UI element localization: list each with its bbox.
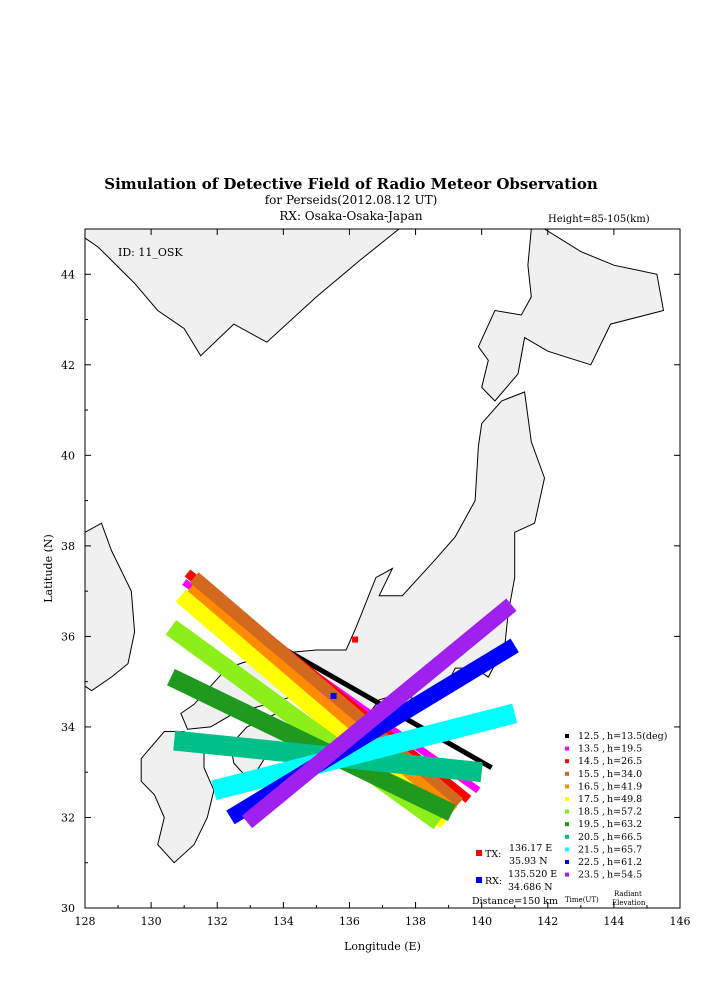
rx-marker [330,692,337,699]
legend-swatch [565,784,569,789]
band-16.5 [182,585,458,820]
legend-time: 20.5 , [578,832,605,843]
legend-elevation: h=26.5 [607,756,642,767]
y-axis-label: Latitude (N) [42,534,55,603]
x-tick-label: 134 [273,915,294,928]
legend-time: 13.5 , [578,744,605,755]
legend-time: 17.5 , [578,794,605,805]
x-tick-label: 136 [339,915,360,928]
legend-swatch [565,860,569,864]
x-tick-label: 144 [603,915,624,928]
hokkaido [477,228,665,402]
legend-time: 14.5 , [578,756,605,767]
band-21.5 [211,703,518,800]
chart-subtitle: for Perseids(2012.08.12 UT) [264,193,438,207]
chart-title: Simulation of Detective Field of Radio M… [104,175,598,193]
legend-time: 16.5 , [578,781,605,792]
legend-swatch [565,759,569,764]
legend-time: 21.5 , [578,844,605,855]
legend-elevation: h=19.5 [607,744,642,755]
legend-radiant-header: Radiant [614,890,642,898]
legend-time: 22.5 , [578,857,605,868]
y-tick-label: 40 [61,449,75,462]
legend-elevation: h=49.8 [607,794,642,805]
tx-lon: 136.17 E [509,843,552,854]
legend-time-header: Time(UT) [565,896,599,904]
tx-lat: 35.93 N [509,856,548,867]
axis-ticks: 128 130 132 134 136 138 140 142 144 146 30 32 34 36 38… [61,229,691,928]
tx-legend-swatch [476,850,482,856]
legend: 12.5 , h=13.5(deg)13.5 , h=19.514.5 , h=26.… [565,731,667,907]
band-23.5 [241,598,517,829]
y-tick-label: 44 [61,268,75,281]
legend-time: 19.5 , [578,819,605,830]
legend-time: 12.5 , [578,731,605,742]
legend-elevation: h=34.0 [607,769,642,780]
legend-time: 23.5 , [578,870,605,881]
legend-elevation: h=65.7 [607,844,642,855]
x-tick-label: 128 [75,915,96,928]
legend-swatch [565,771,569,776]
id-label: ID: 11_OSK [118,246,183,259]
x-tick-label: 130 [141,915,162,928]
rx-lon: 135.520 E [508,869,557,880]
x-tick-label: 140 [471,915,492,928]
legend-swatch [565,872,569,877]
legend-elevation: h=63.2 [607,819,642,830]
legend-elevation: h=13.5(deg) [607,731,667,742]
legend-swatch [565,822,569,827]
y-tick-label: 34 [61,721,75,734]
legend-time: 18.5 , [578,807,605,818]
station-info: TX: 136.17 E 35.93 N RX: 135.520 E 34.686 N Di… [472,843,558,907]
legend-elevation: h=61.2 [607,857,642,868]
y-tick-label: 42 [61,359,75,372]
tx-label: TX: [485,849,501,860]
korea [84,522,136,692]
legend-swatch [565,734,569,738]
legend-radiant-header-2: Elevation [612,899,646,907]
rx-legend-swatch [476,877,482,883]
legend-swatch [565,797,569,801]
legend-time: 15.5 , [578,769,605,780]
distance-label: Distance=150 km [472,896,558,907]
x-tick-label: 138 [405,915,426,928]
y-tick-label: 36 [61,630,75,643]
receiver-line: RX: Osaka-Osaka-Japan [279,209,423,223]
legend-elevation: h=66.5 [607,832,642,843]
y-tick-label: 32 [61,811,75,824]
legend-swatch [565,847,569,852]
x-tick-label: 146 [670,915,691,928]
height-label: Height=85-105(km) [548,214,650,225]
y-tick-label: 30 [61,902,75,915]
legend-elevation: h=57.2 [607,807,642,818]
station-markers [330,636,359,699]
y-tick-label: 38 [61,540,75,553]
x-axis-label: Longitude (E) [344,940,421,953]
x-tick-label: 142 [537,915,558,928]
legend-elevation: h=54.5 [607,870,642,881]
legend-swatch [565,834,569,839]
legend-swatch [565,746,569,751]
legend-swatch [565,809,569,814]
legend-elevation: h=41.9 [607,781,642,792]
x-tick-label: 132 [207,915,228,928]
detection-bands [165,569,519,830]
rx-label: RX: [485,876,502,887]
tx-marker [352,636,359,643]
rx-lat: 34.686 N [508,882,553,893]
